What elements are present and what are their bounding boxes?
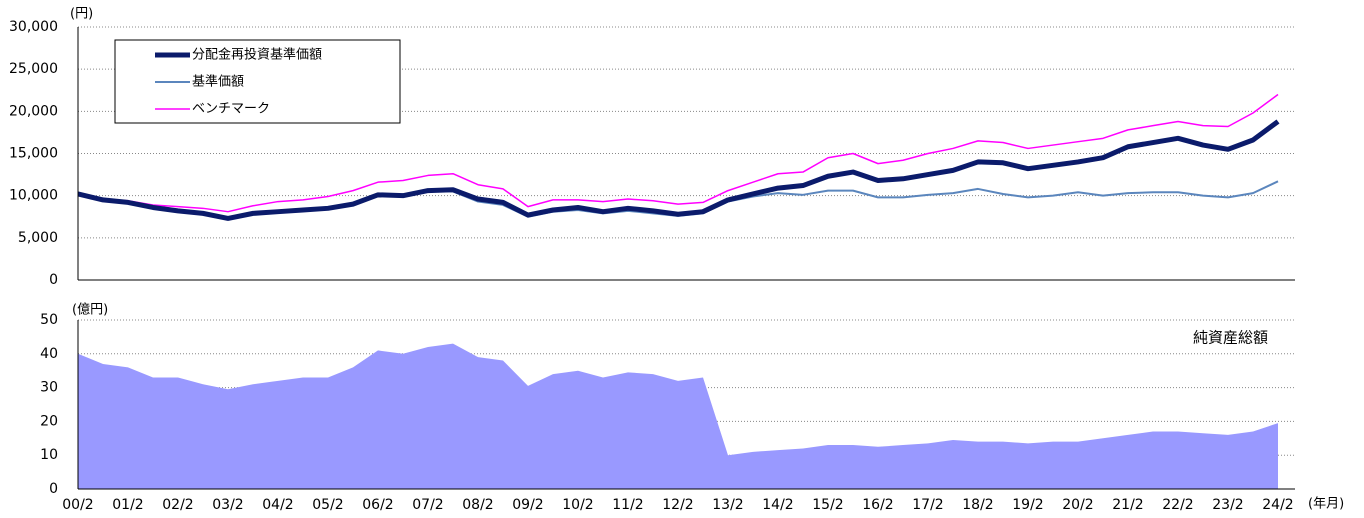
y-tick-label: 30,000 xyxy=(9,19,58,35)
x-tick-label: 08/2 xyxy=(462,497,493,513)
y-tick-label: 5,000 xyxy=(18,230,58,246)
x-axis-label: (年月) xyxy=(1308,497,1344,512)
legend-label: 分配金再投資基準価額 xyxy=(192,47,322,63)
x-tick-label: 21/2 xyxy=(1112,497,1143,513)
x-tick-label: 03/2 xyxy=(212,497,243,513)
x-tick-label: 16/2 xyxy=(862,497,893,513)
x-tick-label: 11/2 xyxy=(612,497,643,513)
annotation: 純資産総額 xyxy=(1193,329,1268,347)
x-tick-label: 22/2 xyxy=(1162,497,1193,513)
x-tick-label: 15/2 xyxy=(812,497,843,513)
x-tick-label: 02/2 xyxy=(162,497,193,513)
y-tick-label: 40 xyxy=(40,346,58,362)
x-tick-label: 20/2 xyxy=(1062,497,1093,513)
y-tick-label: 20,000 xyxy=(9,103,58,119)
y-tick-label: 30 xyxy=(40,380,58,396)
y-tick-label: 0 xyxy=(49,481,58,497)
y-tick-label: 15,000 xyxy=(9,146,58,162)
y-axis-label: (億円) xyxy=(72,302,108,318)
x-tick-label: 04/2 xyxy=(262,497,293,513)
y-tick-label: 10 xyxy=(40,447,58,463)
x-tick-label: 10/2 xyxy=(562,497,593,513)
y-tick-label: 25,000 xyxy=(9,61,58,77)
x-tick-label: 09/2 xyxy=(512,497,543,513)
x-tick-label: 05/2 xyxy=(312,497,343,513)
series-line xyxy=(77,93,1279,213)
x-tick-label: 23/2 xyxy=(1212,497,1243,513)
x-tick-label: 07/2 xyxy=(412,497,443,513)
y-tick-label: 10,000 xyxy=(9,188,58,204)
x-tick-label: 24/2 xyxy=(1262,497,1293,513)
x-tick-label: 18/2 xyxy=(962,497,993,513)
y-tick-label: 20 xyxy=(40,413,58,429)
series-line xyxy=(77,119,1280,221)
y-tick-label: 50 xyxy=(40,312,58,328)
legend-label: ベンチマーク xyxy=(192,102,270,117)
x-tick-label: 19/2 xyxy=(1012,497,1043,513)
x-tick-label: 01/2 xyxy=(112,497,143,513)
y-axis-label: (円) xyxy=(70,7,93,22)
y-tick-label: 0 xyxy=(49,272,58,288)
x-tick-label: 14/2 xyxy=(762,497,793,513)
area xyxy=(78,343,1278,489)
x-tick-label: 17/2 xyxy=(912,497,943,513)
x-tick-label: 13/2 xyxy=(712,497,743,513)
legend-label: 基準価額 xyxy=(192,74,244,90)
x-tick-label: 06/2 xyxy=(362,497,393,513)
x-tick-label: 00/2 xyxy=(62,497,93,513)
x-tick-label: 12/2 xyxy=(662,497,693,513)
